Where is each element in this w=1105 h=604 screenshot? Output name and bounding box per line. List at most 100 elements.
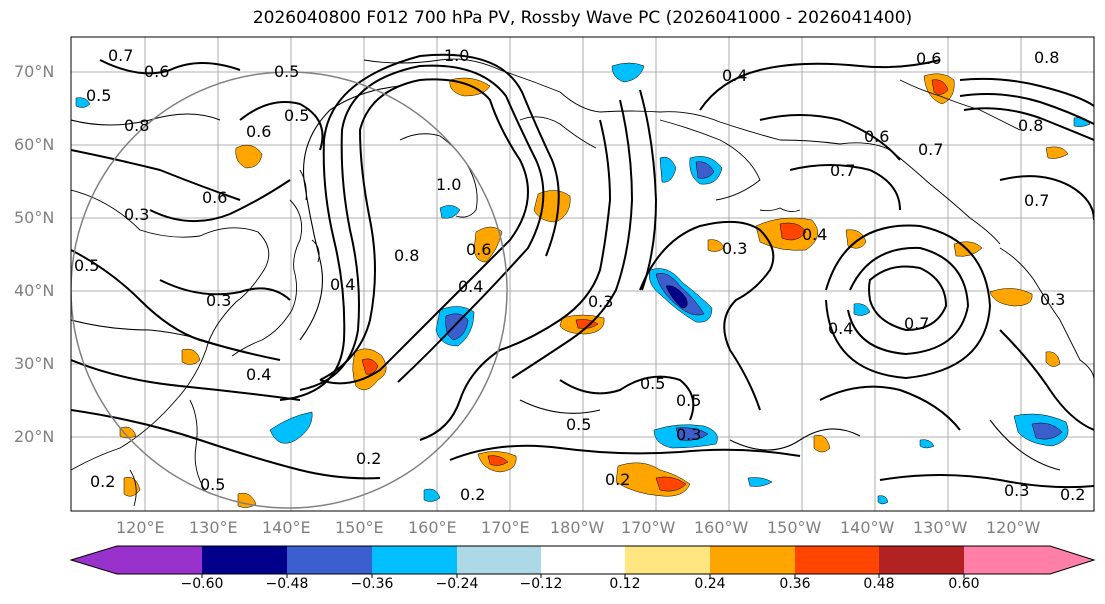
contour-label: 0.6 bbox=[916, 49, 941, 68]
contour-label: 0.8 bbox=[124, 116, 149, 135]
map-title: 2026040800 F012 700 hPa PV, Rossby Wave … bbox=[252, 8, 913, 28]
colorbar-segment bbox=[117, 546, 202, 574]
contour-label: 0.5 bbox=[74, 256, 99, 275]
lon-label: 170°W bbox=[621, 518, 676, 537]
contour-label: 0.6 bbox=[144, 62, 169, 81]
positive-anomaly-blob bbox=[615, 462, 691, 497]
lon-label: 180°W bbox=[550, 518, 605, 537]
colorbar-tick-label: 0.36 bbox=[779, 576, 811, 592]
contour-label: 0.2 bbox=[460, 485, 485, 504]
contour-label: 0.4 bbox=[802, 225, 827, 244]
negative-anomaly-blob bbox=[75, 97, 91, 108]
contour-label: 0.2 bbox=[605, 470, 630, 489]
colorbar-segment-extend-low bbox=[71, 546, 117, 574]
negative-anomaly-blob bbox=[659, 156, 677, 183]
positive-anomaly-blob bbox=[181, 348, 201, 365]
lon-label: 170°E bbox=[481, 518, 530, 537]
positive-anomaly-blob bbox=[473, 226, 503, 263]
positive-anomaly-blob bbox=[755, 217, 818, 251]
negative-anomaly-blob bbox=[653, 424, 718, 449]
colorbar-segment bbox=[879, 546, 964, 574]
contour-label: 0.3 bbox=[1040, 290, 1065, 309]
colorbar-segment bbox=[625, 546, 710, 574]
positive-anomaly-blob bbox=[237, 492, 257, 508]
contour-label: 1.0 bbox=[444, 46, 469, 65]
contour-label: 0.5 bbox=[284, 106, 309, 125]
negative-anomaly-blob bbox=[747, 477, 773, 487]
positive-anomaly-blob bbox=[235, 144, 263, 169]
negative-anomaly-blob bbox=[269, 411, 313, 444]
lon-label: 120°W bbox=[986, 518, 1041, 537]
colorbar-segment bbox=[964, 546, 1050, 574]
contour-label: 0.5 bbox=[274, 62, 299, 81]
colorbar-segment bbox=[795, 546, 879, 574]
contour-label: 0.3 bbox=[206, 291, 231, 310]
lat-label: 60°N bbox=[14, 135, 55, 154]
negative-anomaly-blob bbox=[853, 303, 871, 316]
lat-label: 70°N bbox=[14, 62, 55, 81]
lat-label: 40°N bbox=[14, 281, 55, 300]
colorbar-tick-label: 0.60 bbox=[948, 576, 980, 592]
positive-anomaly-blob bbox=[923, 73, 955, 105]
lon-label: 120°E bbox=[116, 518, 165, 537]
colorbar bbox=[69, 545, 1096, 578]
colorbar-outline bbox=[69, 545, 1096, 575]
lat-label: 50°N bbox=[14, 208, 55, 227]
contour-label: 0.6 bbox=[466, 240, 491, 259]
lon-label: 160°W bbox=[694, 518, 749, 537]
negative-anomaly-blob bbox=[423, 488, 441, 502]
positive-anomaly-blob bbox=[1045, 351, 1061, 367]
colorbar-tick-label: 0.48 bbox=[863, 576, 895, 592]
lon-label: 150°E bbox=[335, 518, 384, 537]
lon-label: 130°W bbox=[913, 518, 968, 537]
colorbar-tick-label: −0.24 bbox=[435, 576, 479, 592]
colorbar-tick-label: −0.36 bbox=[350, 576, 394, 592]
colorbar-segment bbox=[287, 546, 372, 574]
positive-anomaly-blob bbox=[119, 426, 137, 439]
contour-label: 0.5 bbox=[86, 86, 111, 105]
map-frame bbox=[70, 36, 1095, 512]
contour-label: 0.3 bbox=[676, 425, 701, 444]
contour-label: 0.4 bbox=[246, 365, 271, 384]
contour-label: 0.7 bbox=[904, 314, 929, 333]
colorbar-segment bbox=[372, 546, 457, 574]
contour-label: 0.5 bbox=[640, 374, 665, 393]
lon-label: 150°W bbox=[767, 518, 822, 537]
contour-label: 0.6 bbox=[202, 188, 227, 207]
contour-label: 0.3 bbox=[1004, 481, 1029, 500]
contour-label: 0.2 bbox=[1060, 485, 1085, 504]
contour-label: 0.5 bbox=[200, 475, 225, 494]
contour-label: 0.4 bbox=[828, 319, 853, 338]
colorbar-tick-marks bbox=[201, 574, 965, 578]
lat-label: 20°N bbox=[14, 427, 55, 446]
lon-label: 130°E bbox=[189, 518, 238, 537]
pv-contours-thin bbox=[71, 85, 1061, 471]
negative-anomaly-blob bbox=[439, 205, 461, 219]
contour-label: 0.3 bbox=[722, 239, 747, 258]
positive-anomaly-blob bbox=[813, 435, 831, 453]
contour-label: 0.3 bbox=[124, 205, 149, 224]
colorbar-tick-label: 0.24 bbox=[694, 576, 726, 592]
contour-label: 0.7 bbox=[1024, 191, 1049, 210]
contour-label: 0.7 bbox=[918, 140, 943, 159]
contour-label: 0.8 bbox=[1034, 48, 1059, 67]
contour-label: 1.0 bbox=[436, 175, 461, 194]
contour-label: 0.2 bbox=[356, 449, 381, 468]
negative-anomaly-blob bbox=[877, 495, 889, 505]
contour-label: 0.7 bbox=[108, 46, 133, 65]
colorbar-segment bbox=[202, 546, 287, 574]
contour-label: 0.8 bbox=[1018, 116, 1043, 135]
negative-anomaly-blob bbox=[689, 156, 723, 185]
pv-contours bbox=[71, 53, 1094, 489]
contour-label: 0.4 bbox=[330, 275, 355, 294]
contour-label: 0.4 bbox=[722, 66, 747, 85]
colorbar-tick-label: −0.60 bbox=[180, 576, 224, 592]
lon-label: 140°E bbox=[262, 518, 311, 537]
positive-anomaly-blob bbox=[477, 451, 517, 473]
contour-label: 0.5 bbox=[676, 391, 701, 410]
radius-circle bbox=[71, 71, 508, 509]
colorbar-tick-label: −0.12 bbox=[519, 576, 563, 592]
contour-label: 0.3 bbox=[588, 292, 613, 311]
contour-label: 0.5 bbox=[566, 415, 591, 434]
